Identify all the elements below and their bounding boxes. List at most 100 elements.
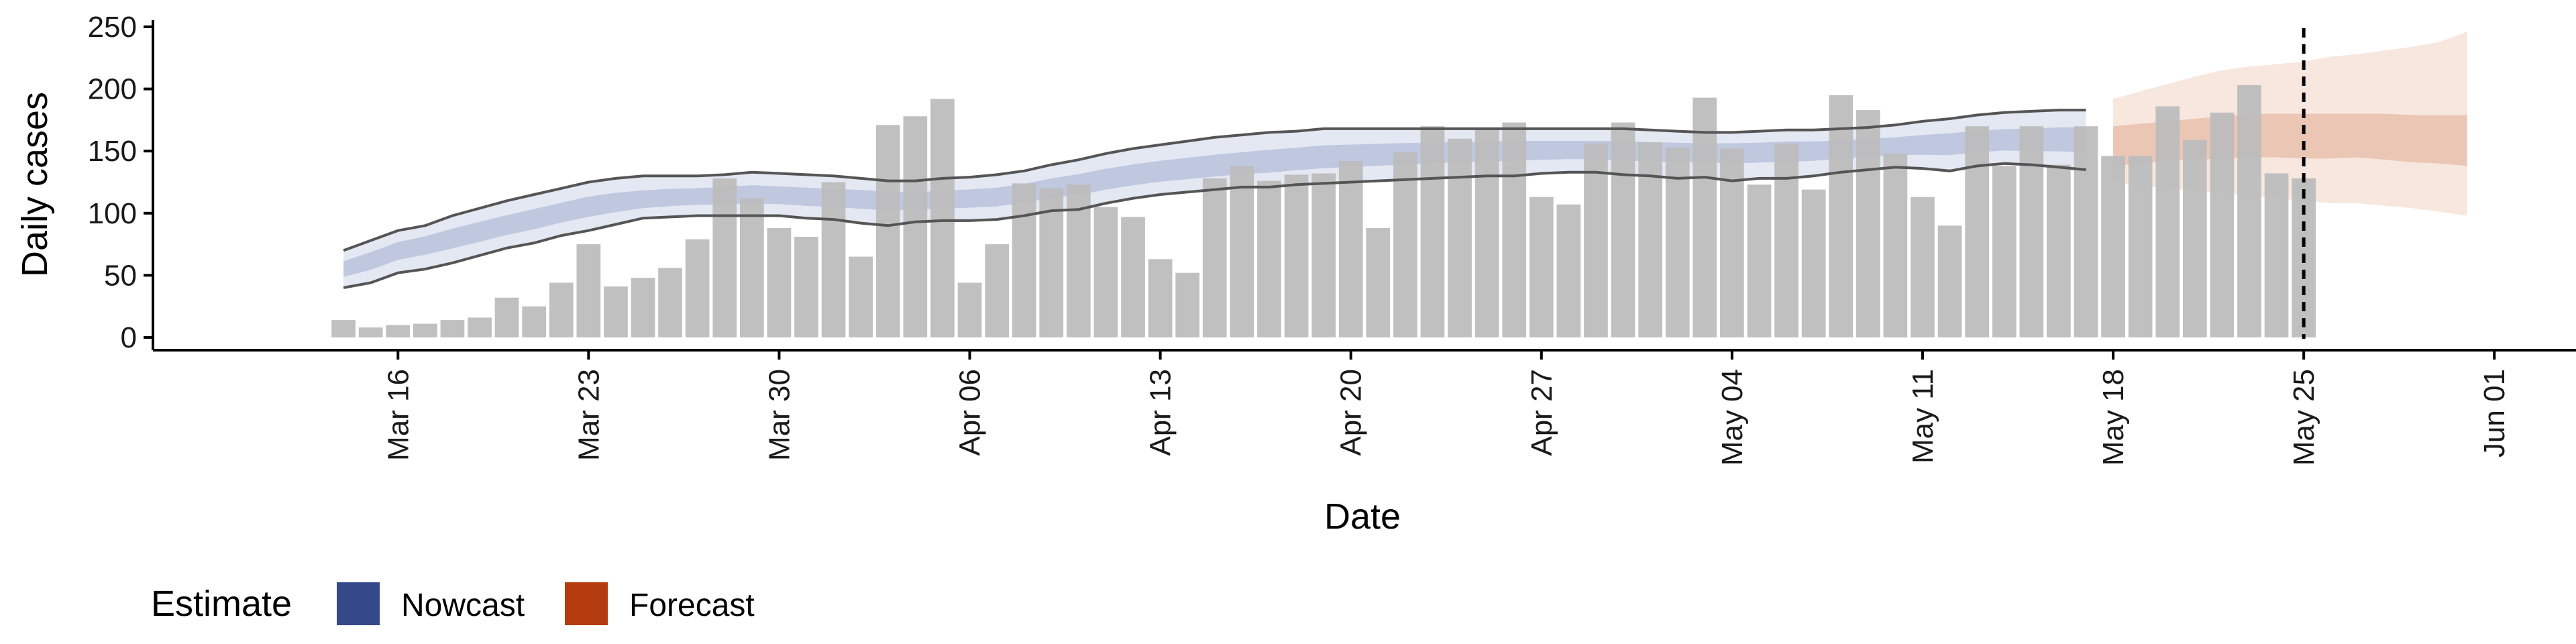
case-bar: [1338, 161, 1363, 337]
case-bar: [494, 297, 519, 337]
case-bar: [875, 125, 900, 338]
case-bar: [1121, 217, 1145, 337]
case-bar: [576, 244, 601, 337]
legend-swatch: [565, 582, 608, 625]
case-bar: [712, 178, 737, 337]
case-bar: [2128, 156, 2153, 337]
case-bar: [685, 239, 710, 337]
case-bar: [1584, 144, 1608, 337]
y-tick-label: 50: [104, 259, 137, 292]
case-bar: [1175, 272, 1199, 337]
case-bar: [1720, 148, 1744, 337]
x-tick-label: Apr 27: [1525, 369, 1558, 456]
case-bar: [2155, 106, 2180, 337]
case-bar: [1284, 174, 1309, 337]
case-bar: [849, 256, 873, 337]
case-bar: [631, 278, 655, 337]
x-tick-label: May 11: [1907, 369, 1939, 464]
case-bar: [985, 244, 1009, 337]
case-bar: [1992, 166, 2017, 337]
case-bar: [549, 282, 574, 337]
case-bar: [1366, 228, 1391, 337]
case-bar: [2019, 126, 2044, 337]
case-bar: [2237, 85, 2261, 337]
x-tick-label: Mar 30: [763, 369, 796, 461]
case-bar: [1856, 110, 1880, 337]
case-bar: [2101, 156, 2125, 337]
nowcast-band-50: [343, 127, 2086, 277]
x-tick-label: May 25: [2288, 369, 2320, 466]
case-bar: [2074, 126, 2098, 337]
case-bar: [1883, 153, 1908, 337]
x-tick-label: Apr 13: [1144, 369, 1177, 456]
case-bar: [1829, 95, 1854, 337]
legend-title: Estimate: [151, 584, 292, 624]
case-bar: [413, 323, 437, 337]
y-tick-label: 100: [88, 197, 137, 230]
case-bar: [1420, 126, 1445, 337]
case-bar: [1556, 204, 1581, 337]
case-bar: [1911, 197, 1935, 337]
case-bar: [658, 268, 682, 337]
case-bar: [1747, 184, 1772, 337]
nowcast-bound-lines: [343, 109, 2086, 289]
y-tick-label: 150: [88, 135, 137, 168]
case-bar: [1693, 97, 1717, 337]
case-bar: [386, 325, 411, 337]
case-bar: [930, 99, 955, 337]
x-tick-label: Jun 01: [2478, 369, 2511, 458]
legend-label: Nowcast: [401, 588, 525, 623]
case-bar: [440, 320, 465, 337]
case-bar: [794, 237, 818, 337]
case-bar: [1202, 178, 1227, 337]
case-bar: [821, 182, 846, 337]
case-bar: [1012, 183, 1036, 337]
legend-items: Nowcast Forecast: [337, 582, 755, 625]
case-bar: [1311, 173, 1336, 337]
case-bar: [2183, 140, 2207, 337]
case-bar: [1474, 128, 1499, 337]
case-bar: [1611, 122, 1635, 337]
axes: 0 50 100 150 200 250 Mar 16 Mar 23 Mar 30 Apr 06 A…: [88, 11, 2576, 466]
case-bar: [358, 327, 383, 337]
case-bar: [1801, 189, 1826, 337]
case-bar: [1965, 126, 1989, 337]
x-tick-label: Apr 06: [954, 369, 987, 456]
nowcast-upper-line: [343, 109, 2086, 252]
legend-label: Forecast: [629, 588, 755, 623]
y-tick-label: 250: [88, 11, 137, 44]
case-bar: [468, 317, 492, 337]
case-bar: [1665, 147, 1690, 337]
y-tick-label: 0: [121, 321, 137, 354]
case-bar: [1529, 197, 1554, 337]
case-bar: [1502, 122, 1527, 337]
x-tick-label: Mar 16: [382, 369, 415, 461]
case-bar: [2210, 112, 2235, 338]
case-bar: [331, 320, 356, 337]
case-bar: [740, 198, 764, 337]
x-axis-title: Date: [1324, 496, 1401, 537]
legend: Estimate Nowcast Forecast: [151, 582, 755, 625]
case-bar: [1257, 180, 1281, 337]
case-bars: [331, 85, 2316, 338]
case-bar: [957, 282, 982, 337]
x-tick-label: May 04: [1716, 369, 1749, 466]
case-bar: [2047, 164, 2071, 337]
legend-swatch: [337, 582, 380, 625]
case-bar: [1393, 152, 1417, 337]
x-tick-label: Apr 20: [1335, 369, 1368, 456]
case-bar: [903, 116, 928, 338]
case-bar: [1230, 166, 1254, 337]
case-bar: [1638, 142, 1662, 337]
x-tick-label: Mar 23: [572, 369, 605, 461]
y-tick-label: 200: [88, 73, 137, 106]
x-tick-label: May 18: [2097, 369, 2130, 466]
case-bar: [1093, 207, 1118, 337]
case-bar: [522, 306, 546, 337]
nowcast-lower-line: [343, 162, 2086, 289]
case-bar: [1774, 144, 1799, 337]
case-bar: [1448, 138, 1472, 337]
case-bar: [1148, 259, 1173, 337]
case-bar: [604, 286, 628, 337]
